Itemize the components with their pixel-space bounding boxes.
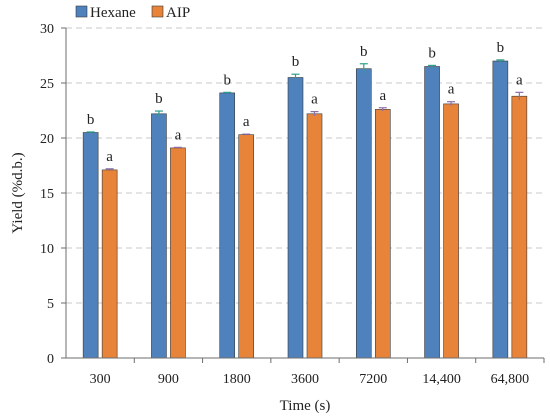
bar-hexane-2: [219, 92, 236, 359]
significance-label-aip-4: a: [379, 88, 386, 104]
bar-hexane-1: [151, 113, 167, 359]
bars: [82, 59, 528, 359]
bar-aip-6: [511, 95, 528, 359]
y-tick-label-15: 15: [40, 187, 54, 202]
significance-label-hexane-0: b: [87, 112, 95, 128]
y-tick-label-30: 30: [40, 22, 54, 37]
significance-label-aip-0: a: [106, 149, 113, 165]
bar-aip-2: [238, 134, 255, 359]
significance-label-hexane-6: b: [497, 40, 505, 56]
y-tick-label-5: 5: [47, 297, 54, 312]
x-tick-label-300: 300: [90, 372, 111, 387]
x-tick-label-900: 900: [158, 372, 179, 387]
significance-label-aip-1: a: [175, 127, 182, 143]
x-tick-label-3600: 3600: [291, 372, 319, 387]
legend-label-hexane: Hexane: [90, 5, 136, 21]
x-tick-label-64,800: 64,800: [491, 372, 530, 387]
bar-aip-3: [306, 113, 323, 359]
bar-hexane-3: [287, 77, 304, 359]
legend-label-aip: AIP: [166, 5, 190, 21]
y-tick-label-0: 0: [47, 352, 54, 367]
bar-aip-1: [170, 147, 186, 359]
y-tick-label-20: 20: [40, 132, 54, 147]
y-tick-label-25: 25: [40, 77, 54, 92]
significance-label-aip-6: a: [516, 72, 523, 88]
bar-hexane-5: [424, 66, 440, 359]
significance-label-hexane-1: b: [155, 91, 163, 107]
significance-label-hexane-2: b: [223, 72, 231, 88]
legend-swatch-aip: [151, 5, 164, 18]
x-tick-label-1800: 1800: [223, 372, 251, 387]
significance-label-aip-2: a: [243, 114, 250, 130]
significance-label-hexane-3: b: [292, 54, 300, 70]
x-tick-label-7200: 7200: [359, 372, 387, 387]
bar-aip-0: [101, 169, 118, 359]
x-tick-labels: 300 900 1800 3600 7200 14,400 64,800: [90, 358, 545, 387]
y-tick-label-10: 10: [40, 242, 54, 257]
bar-hexane-6: [492, 60, 509, 359]
significance-label-aip-3: a: [311, 92, 318, 108]
x-tick-label-14,400: 14,400: [422, 372, 461, 387]
bar-hexane-0: [82, 132, 99, 359]
y-tick-labels: 0 5 10 15 20 25 30: [40, 22, 66, 367]
significance-label-hexane-5: b: [428, 45, 436, 61]
grid-lines: [66, 27, 544, 304]
significance-label-aip-5: a: [448, 82, 455, 98]
legend: Hexane AIP: [75, 5, 190, 21]
legend-swatch-hexane: [75, 5, 88, 18]
bar-aip-5: [443, 103, 459, 359]
significance-label-hexane-4: b: [360, 44, 368, 60]
bar-hexane-4: [355, 68, 372, 359]
x-axis-title: Time (s): [280, 398, 331, 414]
bar-aip-4: [374, 109, 391, 359]
y-axis-title: Yield (%d.b.): [10, 152, 26, 233]
